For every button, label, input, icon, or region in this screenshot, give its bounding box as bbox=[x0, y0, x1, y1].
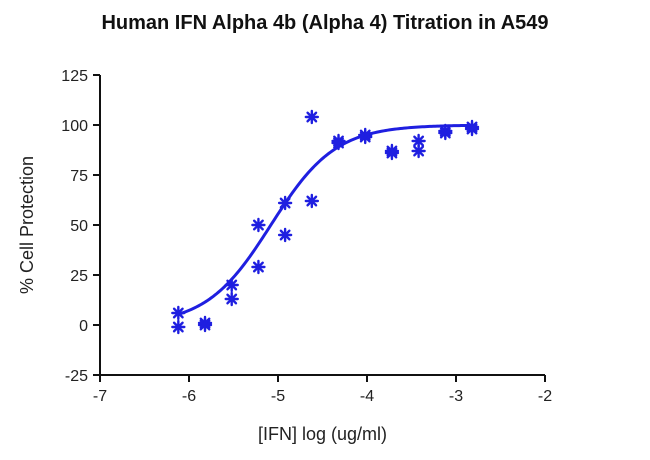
data-point bbox=[171, 305, 186, 321]
y-tick-label: 125 bbox=[61, 68, 88, 85]
x-tick-label: -7 bbox=[93, 388, 107, 405]
axes: -25 0 25 50 75 100 125 -7 -6 -5 -4 -3 -2 bbox=[61, 68, 552, 405]
data-point bbox=[304, 109, 320, 125]
data-point bbox=[277, 227, 293, 243]
data-point bbox=[411, 143, 426, 159]
y-tick-label: 75 bbox=[70, 168, 88, 185]
data-point-stroke bbox=[386, 147, 398, 159]
data-point-stroke bbox=[226, 293, 238, 305]
x-tick-label: -2 bbox=[538, 388, 552, 405]
data-point bbox=[384, 145, 400, 161]
data-point-stroke bbox=[413, 135, 425, 147]
x-tick-label: -4 bbox=[360, 388, 374, 405]
data-point-stroke bbox=[252, 219, 264, 231]
data-point bbox=[251, 259, 266, 275]
data-point-stroke bbox=[306, 111, 318, 123]
y-axis-label: % Cell Protection bbox=[17, 156, 37, 294]
data-point bbox=[251, 217, 266, 233]
x-tick-label: -6 bbox=[182, 388, 196, 405]
fit-curve-layer bbox=[176, 123, 474, 316]
data-point-stroke bbox=[279, 197, 291, 209]
data-point-stroke bbox=[172, 307, 184, 319]
data-point bbox=[358, 129, 373, 145]
data-point bbox=[171, 319, 186, 335]
data-point-stroke bbox=[226, 279, 238, 291]
data-point bbox=[331, 135, 346, 151]
data-point bbox=[304, 193, 320, 209]
y-tick-label: 0 bbox=[79, 318, 88, 335]
data-point-stroke bbox=[333, 137, 344, 149]
data-point-stroke bbox=[359, 131, 371, 143]
data-point bbox=[224, 277, 239, 293]
data-point-stroke bbox=[172, 321, 184, 333]
data-point bbox=[438, 125, 453, 141]
data-point-stroke bbox=[466, 123, 478, 135]
x-tick-label: -5 bbox=[271, 388, 285, 405]
x-tick-label: -3 bbox=[449, 388, 463, 405]
data-point bbox=[197, 315, 213, 331]
data-points-layer bbox=[171, 109, 480, 335]
data-point-stroke bbox=[439, 127, 451, 139]
data-point bbox=[464, 121, 480, 137]
data-point-stroke bbox=[199, 317, 211, 329]
data-point-stroke bbox=[306, 195, 318, 207]
y-tick-label: 25 bbox=[70, 268, 88, 285]
y-tick-label: -25 bbox=[65, 368, 88, 385]
y-tick-label: 50 bbox=[70, 218, 88, 235]
data-point-stroke bbox=[413, 145, 425, 157]
data-point-stroke bbox=[279, 229, 291, 241]
fit-curve bbox=[176, 123, 474, 316]
data-point-stroke bbox=[252, 261, 264, 273]
y-tick-label: 100 bbox=[61, 118, 88, 135]
chart-title: Human IFN Alpha 4b (Alpha 4) Titration i… bbox=[101, 12, 549, 34]
data-point bbox=[411, 133, 426, 149]
x-axis-label: [IFN] log (ug/ml) bbox=[258, 424, 387, 444]
data-point bbox=[277, 195, 293, 211]
data-point bbox=[224, 291, 239, 307]
